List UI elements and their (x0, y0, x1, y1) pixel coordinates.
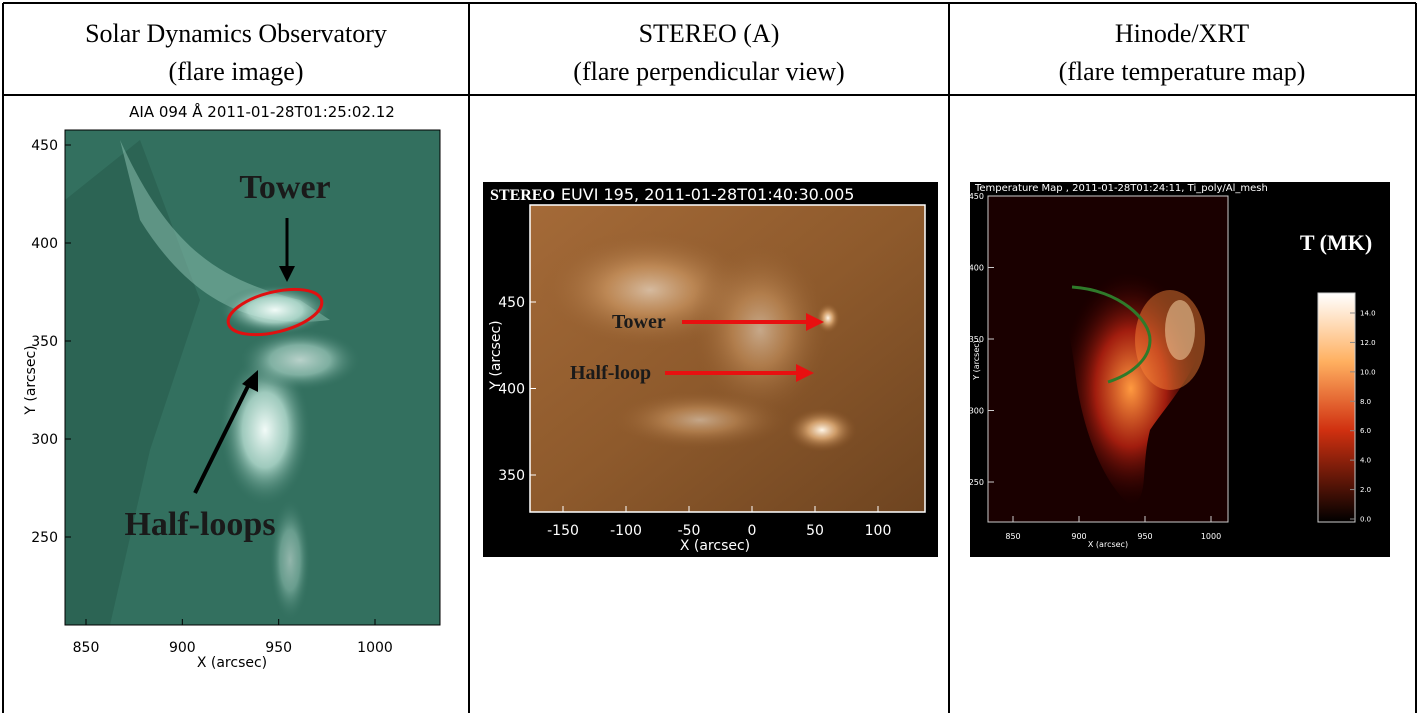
y-tick-label: 300 (31, 432, 58, 448)
image-title-bold: STEREO (490, 187, 555, 204)
y-axis-label: Y (arcsec) (488, 320, 504, 390)
column-title: STEREO (A) (639, 19, 780, 48)
x-tick-label: 900 (1071, 532, 1086, 541)
y-tick-label: 350 (969, 335, 984, 344)
page: {"table": {"columns": [ {"title": "Solar… (0, 0, 1419, 713)
y-tick-label: 350 (498, 468, 525, 484)
x-tick-label: 0 (748, 523, 757, 539)
x-tick-label: 100 (865, 523, 892, 539)
annotation: Tower (239, 169, 330, 206)
x-tick-label: 50 (806, 523, 824, 539)
column-title: Hinode/XRT (1115, 19, 1249, 48)
column-title: Solar Dynamics Observatory (85, 19, 387, 48)
image-title: Temperature Map , 2011-01-28T01:24:11, T… (974, 183, 1268, 194)
document: Solar Dynamics Observatory (flare image)… (0, 0, 1419, 713)
x-tick-label: 850 (73, 640, 100, 656)
image-title-rest: EUVI 195, 2011-01-28T01:40:30.005 (561, 185, 855, 204)
x-axis-label: X (arcsec) (197, 655, 267, 671)
y-tick-label: 400 (31, 236, 58, 252)
x-axis-label: X (arcsec) (1088, 540, 1128, 549)
y-tick-label: 350 (31, 334, 58, 350)
colorbar-tick-label: 14.0 (1360, 310, 1376, 318)
y-tick-label: 400 (498, 381, 525, 397)
x-tick-label: -100 (610, 523, 642, 539)
annotation: Half-loops (124, 506, 275, 543)
annotation: Half-loop (570, 362, 651, 384)
colorbar-tick-label: 0.0 (1360, 516, 1371, 524)
colorbar-tick-label: 6.0 (1360, 427, 1371, 435)
x-tick-label: 950 (1137, 532, 1152, 541)
x-tick-label: -50 (678, 523, 701, 539)
image-title: STEREO EUVI 195, 2011-01-28T01:40:30.005 (490, 185, 854, 204)
y-tick-label: 250 (969, 478, 984, 487)
y-tick-label: 400 (969, 263, 984, 272)
y-tick-label: 450 (969, 192, 984, 201)
annotation: Tower (612, 311, 666, 333)
x-tick-label: 900 (169, 640, 196, 656)
y-axis-label: Y (arcsec) (23, 345, 39, 415)
x-axis-label: X (arcsec) (680, 538, 750, 554)
colorbar-tick-label: 4.0 (1360, 457, 1371, 465)
y-axis-label: Y (arcsec) (972, 340, 981, 381)
column-subtitle: (flare temperature map) (1059, 57, 1306, 86)
x-tick-label: 1000 (1201, 532, 1221, 541)
colorbar-tick-label: 10.0 (1360, 368, 1376, 376)
image-title: AIA 094 Å 2011-01-28T01:25:02.12 (129, 102, 395, 121)
stereo-image (483, 182, 938, 557)
y-tick-label: 300 (969, 406, 984, 415)
y-tick-label: 450 (498, 295, 525, 311)
colorbar-tick-label: 2.0 (1360, 486, 1371, 494)
y-tick-label: 250 (31, 530, 58, 546)
x-tick-label: 1000 (357, 640, 393, 656)
x-tick-label: 850 (1005, 532, 1020, 541)
colorbar-tick-label: 8.0 (1360, 398, 1371, 406)
x-tick-label: 950 (265, 640, 292, 656)
column-subtitle: (flare image) (169, 57, 304, 86)
colorbar-label: T (MK) (1300, 230, 1372, 255)
y-tick-label: 450 (31, 138, 58, 154)
column-subtitle: (flare perpendicular view) (573, 57, 844, 86)
x-tick-label: -150 (547, 523, 579, 539)
colorbar-tick-label: 12.0 (1360, 339, 1376, 347)
